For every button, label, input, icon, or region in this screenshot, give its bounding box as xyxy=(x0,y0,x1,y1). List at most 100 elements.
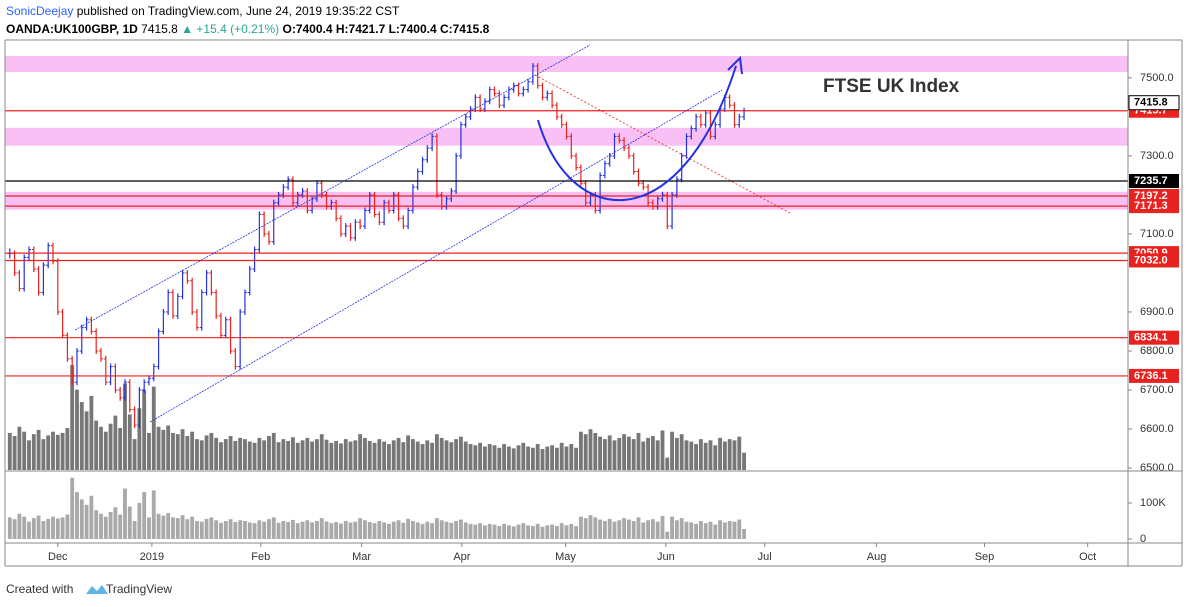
volume-overlay-bar xyxy=(257,437,262,470)
volume-bar xyxy=(468,523,473,539)
level-label: 7032.0 xyxy=(1134,254,1168,266)
volume-bar xyxy=(593,517,598,539)
volume-bar xyxy=(46,518,51,539)
volume-overlay-bar xyxy=(89,395,94,470)
volume-overlay-bar xyxy=(156,426,161,470)
volume-overlay-bar xyxy=(569,444,574,470)
plot: 7415.77197.27171.37050.97032.06834.16736… xyxy=(5,55,1180,563)
volume-bar xyxy=(103,516,108,539)
volume-bar xyxy=(31,518,36,539)
volume-overlay-bar xyxy=(315,439,319,470)
volume-bar xyxy=(156,513,161,539)
volume-overlay-bar xyxy=(578,431,583,470)
volume-overlay-bar xyxy=(722,441,727,470)
volume-overlay-bar xyxy=(425,440,430,470)
footer-brand[interactable]: TradingView xyxy=(106,582,172,596)
volume-bar xyxy=(89,495,94,539)
volume-bar xyxy=(281,520,286,539)
y-tick-label: 6800.0 xyxy=(1140,345,1174,357)
volume-bar xyxy=(718,520,722,539)
volume-overlay-bar xyxy=(463,441,468,470)
volume-overlay-bar xyxy=(415,441,420,470)
volume-bar xyxy=(478,523,483,539)
volume-bar xyxy=(228,519,233,539)
volume-bar xyxy=(511,526,516,539)
volume-overlay-bar xyxy=(65,428,70,470)
volume-overlay-bar xyxy=(406,435,411,470)
volume-overlay-bar xyxy=(540,449,545,470)
volume-bar xyxy=(694,523,698,539)
volume-bar xyxy=(204,518,209,539)
volume-overlay-bar xyxy=(497,447,502,470)
volume-bar xyxy=(502,523,507,539)
symbol-line: OANDA:UK100GBP, 1D 7415.8 ▲ +15.4 (+0.21… xyxy=(6,22,490,36)
volume-bar xyxy=(147,517,151,539)
volume-bar xyxy=(463,522,468,539)
volume-overlay-bar xyxy=(161,429,166,470)
volume-bar xyxy=(742,528,746,539)
volume-bar xyxy=(295,523,300,539)
volume-overlay-bar xyxy=(22,431,27,470)
volume-overlay-bar xyxy=(166,425,171,470)
volume-overlay-bar xyxy=(665,457,670,470)
volume-bar xyxy=(166,513,171,539)
volume-overlay-bar xyxy=(708,440,713,470)
volume-overlay-bar xyxy=(75,389,79,470)
volume-overlay-bar xyxy=(319,434,324,470)
x-tick-label: Aug xyxy=(867,551,887,563)
volume-bar xyxy=(521,523,526,539)
volume-bar xyxy=(607,518,612,539)
volume-overlay-bar xyxy=(60,432,65,470)
low: L:7400.4 xyxy=(389,22,437,36)
volume-overlay-bar xyxy=(631,439,636,470)
volume-bar xyxy=(598,519,603,539)
volume-bar xyxy=(75,492,79,539)
volume-bar xyxy=(271,517,276,539)
volume-overlay-bar xyxy=(238,437,243,470)
annotations: FTSE UK Index xyxy=(74,44,960,423)
volume-overlay-bar xyxy=(27,440,31,470)
volume-bar xyxy=(161,515,166,539)
x-tick-label: May xyxy=(555,551,576,563)
x-tick-label: Jul xyxy=(758,551,772,563)
volume-bar xyxy=(185,519,190,539)
volume-overlay-bar xyxy=(51,431,55,470)
volume-overlay-bar xyxy=(391,440,396,470)
volume-bar xyxy=(660,515,665,539)
volume-overlay-bar xyxy=(516,445,521,470)
volume-overlay-bar xyxy=(487,444,492,470)
volume-overlay-bar xyxy=(689,441,694,470)
volume-bar xyxy=(391,521,396,539)
volume-overlay-bar xyxy=(444,440,449,470)
user[interactable]: SonicDeejay xyxy=(6,4,73,18)
volume-bar xyxy=(372,523,377,539)
published: published on TradingView.com, June 24, 2… xyxy=(77,4,400,18)
volume-bar xyxy=(670,516,675,539)
volume-overlay-bar xyxy=(223,439,228,470)
volume-bar xyxy=(458,519,463,539)
volume-overlay-bar xyxy=(127,414,132,470)
volume-bar xyxy=(708,521,713,539)
volume-overlay-bar xyxy=(348,441,353,470)
volume-bar xyxy=(411,520,415,539)
open: O:7400.4 xyxy=(282,22,332,36)
zone xyxy=(5,191,1128,210)
volume-overlay-bar xyxy=(593,432,598,470)
volume-bar xyxy=(70,477,75,539)
volume-overlay-bar xyxy=(7,432,12,470)
y-tick-label: 6900.0 xyxy=(1140,306,1174,318)
y-tick-label: 6600.0 xyxy=(1140,423,1174,435)
volume-overlay-bar xyxy=(334,440,339,470)
volume-overlay-bar xyxy=(31,434,36,470)
volume-overlay-bar xyxy=(492,445,497,470)
volume-bar xyxy=(425,521,430,539)
volume-bar xyxy=(444,521,449,539)
volume-bar xyxy=(396,520,401,539)
volume-overlay-bar xyxy=(535,444,540,470)
volume-overlay-bar xyxy=(199,440,204,470)
volume-bar xyxy=(7,517,12,539)
volume-overlay-bar xyxy=(55,434,60,470)
volume-overlay-bar xyxy=(329,442,334,470)
